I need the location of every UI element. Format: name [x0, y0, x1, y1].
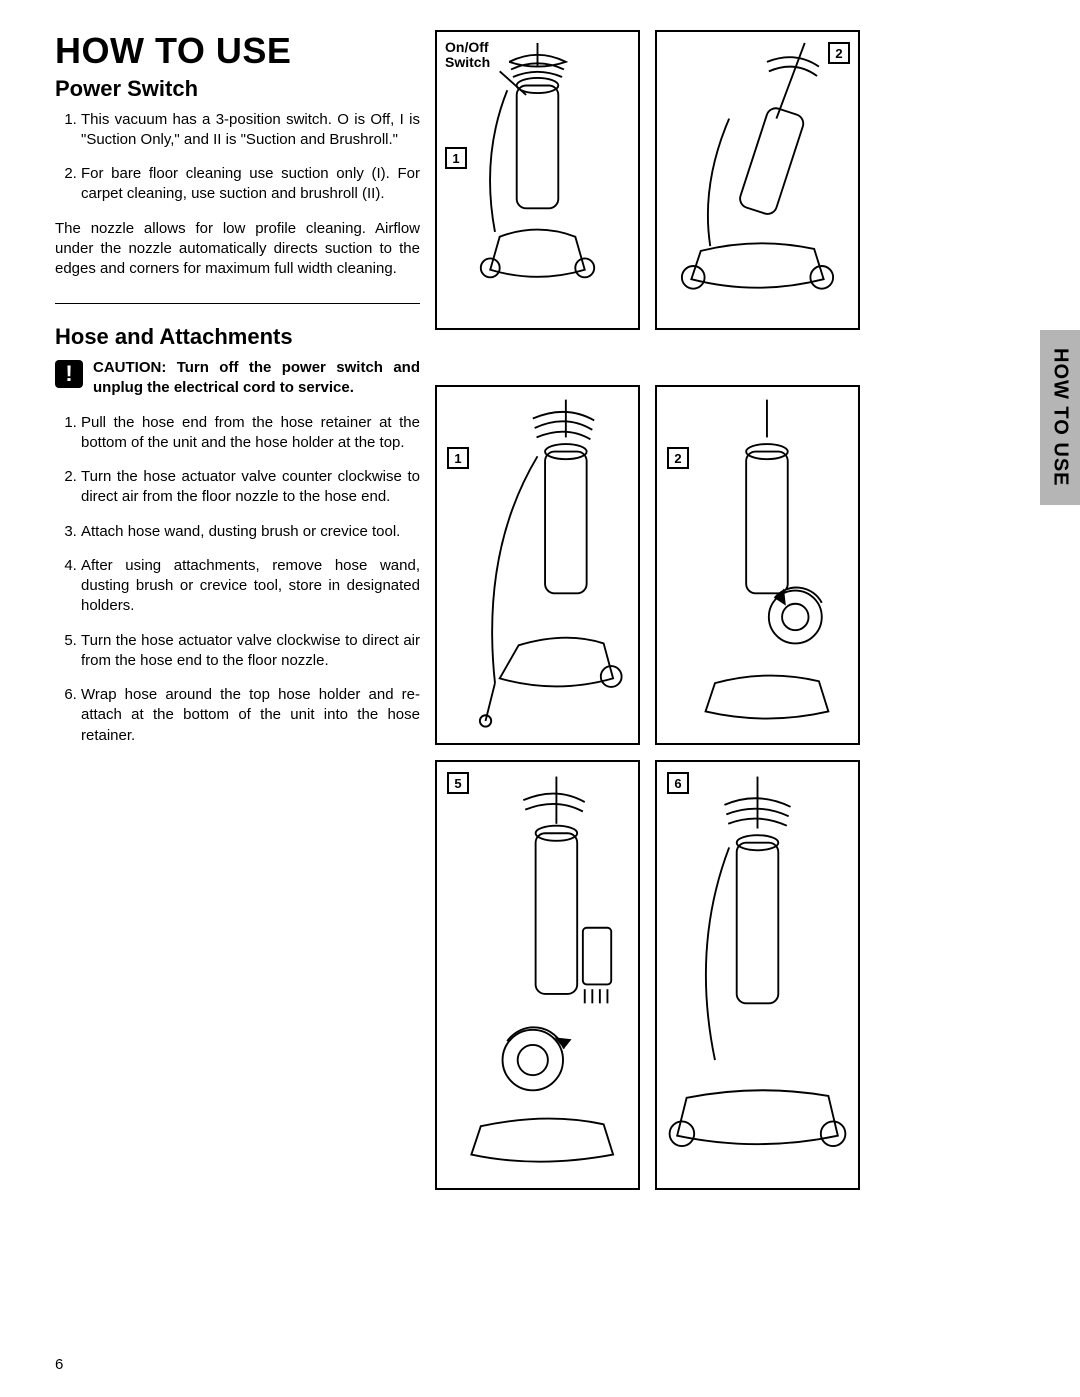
figure-power-1: On/OffSwitch 1 [435, 30, 640, 330]
list-item: Wrap hose around the top hose holder and… [81, 685, 420, 746]
section-title-hose: Hose and Attachments [55, 322, 420, 352]
side-tab: HOW TO USE [1040, 330, 1080, 505]
hose-steps: Pull the hose end from the hose retainer… [55, 413, 420, 746]
power-switch-note: The nozzle allows for low profile cleani… [55, 219, 420, 280]
figure-hose-6: 6 [655, 760, 860, 1190]
caution-label: CAUTION: [93, 359, 166, 376]
list-item: Turn the hose actuator valve clockwise t… [81, 631, 420, 672]
figure-hose-1: 1 [435, 385, 640, 745]
list-item: For bare floor cleaning use suction only… [81, 164, 420, 205]
vacuum-hose-pulled [443, 393, 632, 737]
power-switch-steps: This vacuum has a 3-position switch. O i… [55, 110, 420, 205]
vacuum-illustration [443, 38, 632, 322]
figure-power-2: 2 [655, 30, 860, 330]
side-tab-label: HOW TO USE [1049, 348, 1072, 487]
caution-block: ! CAUTION: Turn off the power switch and… [55, 358, 420, 399]
figure-hose-2: 2 [655, 385, 860, 745]
list-item: Attach hose wand, dusting brush or crevi… [81, 522, 420, 542]
list-item: Pull the hose end from the hose retainer… [81, 413, 420, 454]
caution-text: CAUTION: Turn off the power switch and u… [93, 358, 420, 399]
vacuum-valve-ccw [663, 393, 852, 737]
section-title-power: Power Switch [55, 74, 420, 104]
list-item: After using attachments, remove hose wan… [81, 556, 420, 617]
page-number: 6 [55, 1356, 63, 1373]
list-item: This vacuum has a 3-position switch. O i… [81, 110, 420, 151]
section-power-switch: Power Switch This vacuum has a 3-positio… [55, 74, 420, 279]
vacuum-hose-wrapped [663, 768, 852, 1182]
vacuum-illustration-reclined [663, 38, 852, 322]
caution-icon: ! [55, 360, 83, 388]
figure-hose-5: 5 [435, 760, 640, 1190]
section-divider [55, 303, 420, 304]
list-item: Turn the hose actuator valve counter clo… [81, 467, 420, 508]
vacuum-valve-cw [443, 768, 632, 1182]
section-hose-attachments: Hose and Attachments ! CAUTION: Turn off… [55, 322, 420, 745]
